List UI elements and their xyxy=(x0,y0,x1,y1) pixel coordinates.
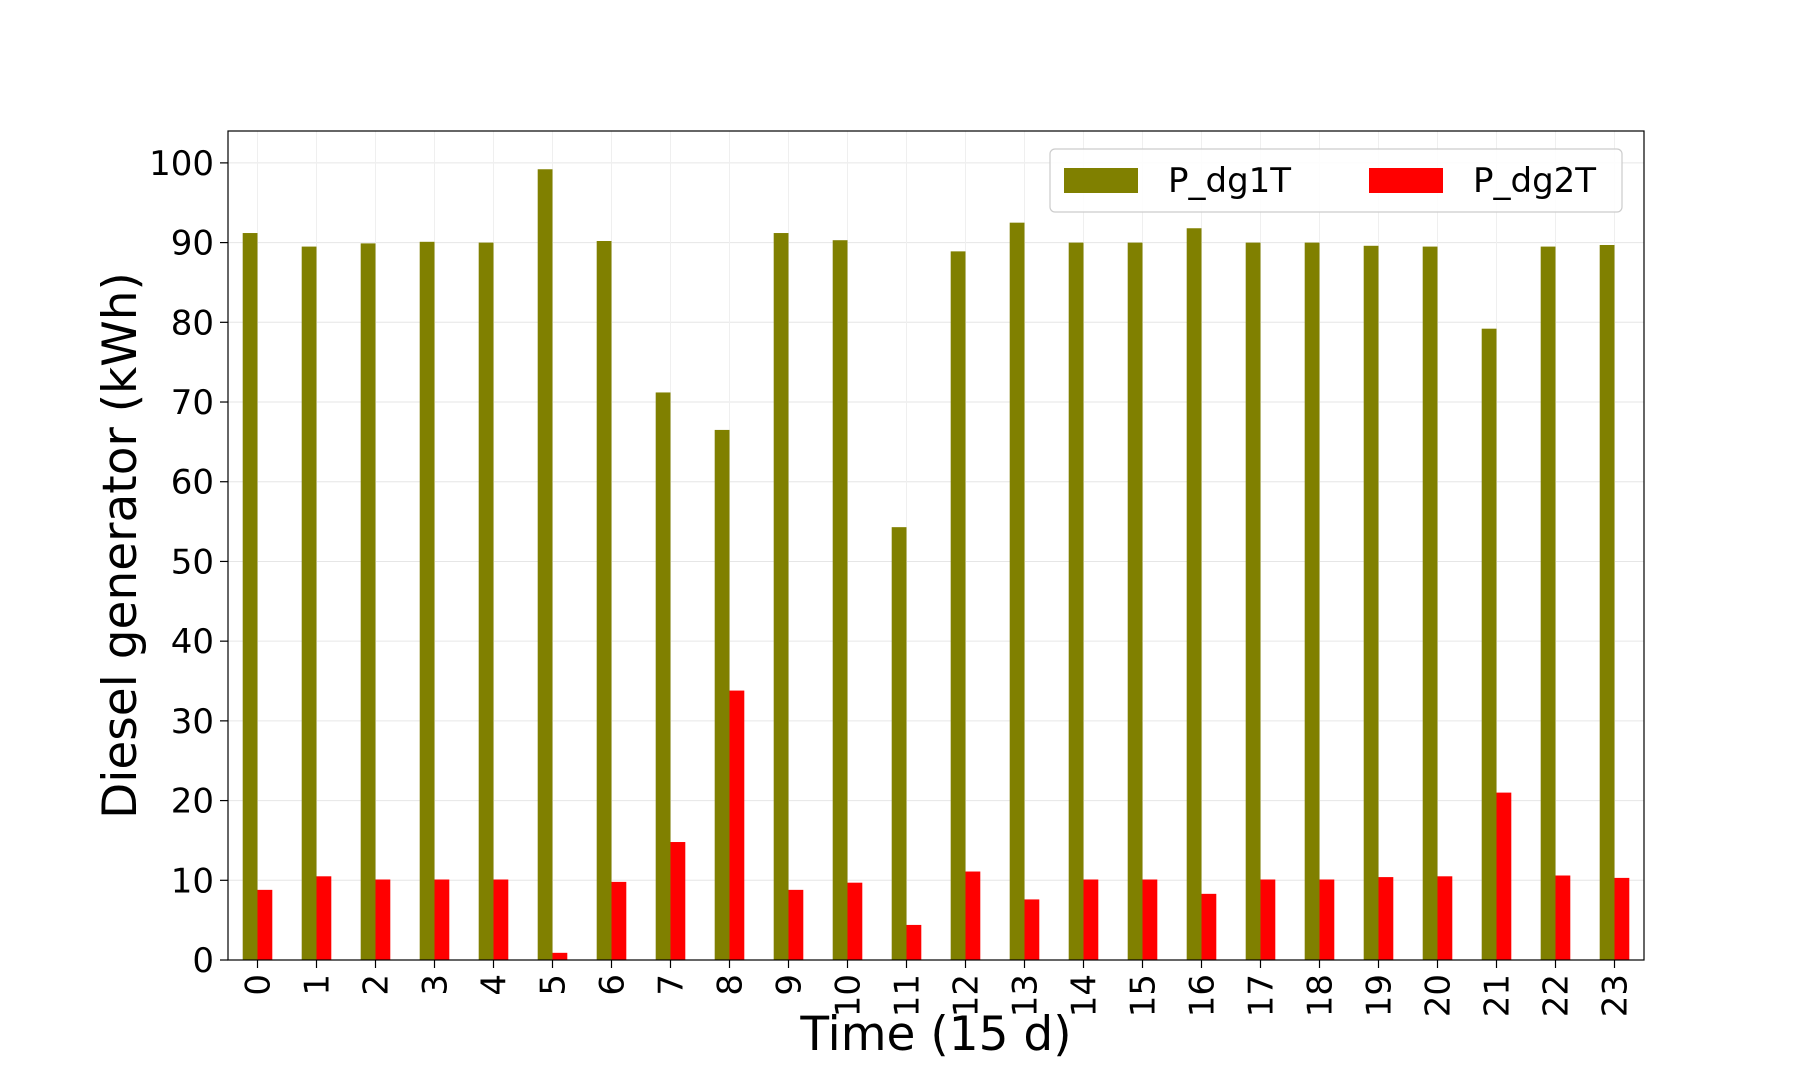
x-axis: 0 1 2 3 4 5 6 7 8 9 10 11 12 13 14 15 16 17 18 19 20 21 22 23 xyxy=(239,960,1636,1017)
x-tick-label: 4 xyxy=(475,974,515,996)
bar-P_dg2T-18 xyxy=(1319,879,1335,960)
bar-P_dg1T-12 xyxy=(950,251,966,960)
x-tick-label: 14 xyxy=(1065,974,1105,1017)
bar-P_dg2T-15 xyxy=(1142,879,1158,960)
legend-swatch-P_dg2T xyxy=(1369,168,1443,193)
x-tick-label: 6 xyxy=(593,974,633,996)
x-tick-label: 20 xyxy=(1419,974,1459,1017)
legend-label-P_dg2T: P_dg2T xyxy=(1473,161,1596,201)
plot-area-frame xyxy=(227,130,1645,961)
bar-P_dg2T-13 xyxy=(1024,899,1040,960)
bar-P_dg2T-22 xyxy=(1555,875,1571,960)
x-axis-title: Time (15 d) xyxy=(799,1007,1071,1062)
x-tick-label: 7 xyxy=(652,974,692,996)
bar-P_dg2T-10 xyxy=(847,882,863,960)
y-tick-label: 80 xyxy=(171,303,214,343)
x-tick-label: 17 xyxy=(1242,974,1282,1017)
bar-P_dg2T-6 xyxy=(611,881,627,960)
y-tick-label: 0 xyxy=(192,941,214,981)
bar-P_dg1T-0 xyxy=(242,233,258,960)
bar-P_dg1T-19 xyxy=(1363,245,1379,961)
y-axis-title: Diesel generator (kWh) xyxy=(93,272,148,819)
x-tick-label: 18 xyxy=(1301,974,1341,1017)
y-tick-label: 40 xyxy=(171,622,214,662)
bar-P_dg2T-17 xyxy=(1260,879,1276,960)
bar-P_dg1T-4 xyxy=(478,242,494,960)
bar-P_dg1T-13 xyxy=(1009,222,1025,960)
bar-P_dg1T-22 xyxy=(1540,246,1556,960)
bar-P_dg2T-16 xyxy=(1201,893,1217,960)
x-tick-label: 3 xyxy=(416,974,456,996)
bar-P_dg1T-18 xyxy=(1304,242,1320,960)
bar-P_dg2T-12 xyxy=(965,871,981,960)
legend-box xyxy=(1049,148,1623,213)
bar-P_dg1T-9 xyxy=(773,233,789,960)
bar-P_dg2T-19 xyxy=(1378,877,1394,960)
x-tick-label: 13 xyxy=(1006,974,1046,1017)
x-tick-label: 1 xyxy=(298,974,338,996)
bar-P_dg1T-15 xyxy=(1127,242,1143,960)
y-tick-label: 20 xyxy=(171,782,214,822)
bar-P_dg2T-14 xyxy=(1083,879,1099,960)
y-tick-label: 50 xyxy=(171,542,214,582)
bar-P_dg1T-3 xyxy=(419,241,435,960)
bar-P_dg2T-11 xyxy=(906,924,922,960)
x-tick-label: 22 xyxy=(1537,974,1577,1017)
x-tick-label: 5 xyxy=(534,974,574,996)
bar-P_dg2T-5 xyxy=(552,952,568,960)
bar-P_dg1T-10 xyxy=(832,240,848,960)
y-tick-label: 30 xyxy=(171,702,214,742)
bar-P_dg1T-7 xyxy=(655,392,671,960)
bar-P_dg2T-0 xyxy=(257,889,273,960)
x-tick-label: 23 xyxy=(1596,974,1636,1017)
y-tick-label: 70 xyxy=(171,383,214,423)
y-tick-label: 10 xyxy=(171,861,214,901)
bar-P_dg1T-5 xyxy=(537,169,553,960)
bar-P_dg1T-20 xyxy=(1422,246,1438,960)
y-tick-label: 60 xyxy=(171,463,214,503)
x-tick-label: 8 xyxy=(711,974,751,996)
bar-P_dg2T-8 xyxy=(729,690,745,960)
x-tick-label: 21 xyxy=(1478,974,1518,1017)
legend-label-P_dg1T: P_dg1T xyxy=(1168,161,1291,201)
bar-P_dg2T-3 xyxy=(434,879,450,960)
bar-P_dg1T-6 xyxy=(596,241,612,960)
bar-P_dg1T-1 xyxy=(301,246,317,960)
bar-P_dg1T-2 xyxy=(360,243,376,961)
bar-P_dg2T-7 xyxy=(670,842,686,960)
x-tick-label: 12 xyxy=(947,974,987,1017)
bar-P_dg2T-4 xyxy=(493,879,509,960)
bar-P_dg1T-21 xyxy=(1481,328,1497,961)
x-tick-label: 0 xyxy=(239,974,279,996)
y-axis: 0 10 20 30 40 50 60 70 80 90 100 xyxy=(149,144,228,981)
bar-P_dg2T-23 xyxy=(1614,877,1630,960)
x-tick-label: 11 xyxy=(888,974,928,1017)
bar-P_dg1T-8 xyxy=(714,429,730,960)
legend: P_dg1T P_dg2T xyxy=(1049,148,1623,213)
bar-P_dg2T-20 xyxy=(1437,876,1453,960)
bar-P_dg2T-1 xyxy=(316,876,332,960)
bar-P_dg1T-11 xyxy=(891,527,907,960)
bar-P_dg2T-9 xyxy=(788,889,804,960)
y-tick-label: 100 xyxy=(149,144,214,184)
x-tick-label: 15 xyxy=(1124,974,1164,1017)
y-tick-label: 90 xyxy=(171,224,214,264)
bars xyxy=(242,169,1630,961)
x-tick-label: 9 xyxy=(770,974,810,996)
x-tick-label: 19 xyxy=(1360,974,1400,1017)
bar-P_dg1T-14 xyxy=(1068,242,1084,960)
bar-P_dg2T-2 xyxy=(375,879,391,960)
bar-P_dg1T-16 xyxy=(1186,228,1202,961)
x-tick-label: 10 xyxy=(829,974,869,1017)
x-tick-label: 16 xyxy=(1183,974,1223,1017)
bar-P_dg2T-21 xyxy=(1496,792,1512,960)
bar-P_dg1T-23 xyxy=(1599,244,1615,961)
bar-P_dg1T-17 xyxy=(1245,242,1261,960)
legend-swatch-P_dg1T xyxy=(1064,168,1138,193)
x-tick-label: 2 xyxy=(357,974,397,996)
